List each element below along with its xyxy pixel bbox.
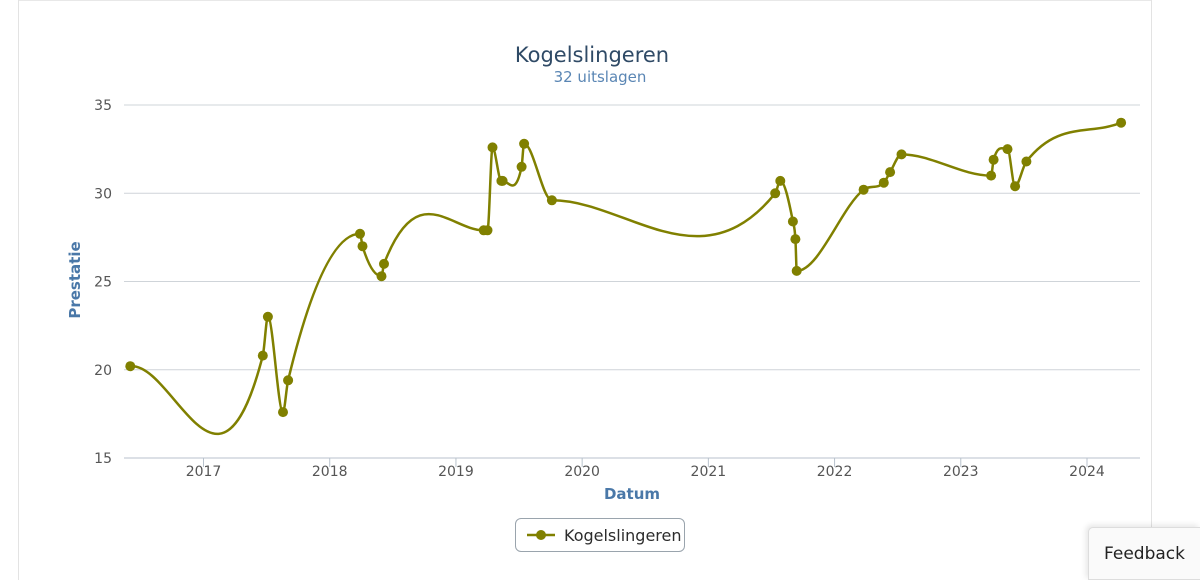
x-tick-label: 2022 [817,464,853,480]
chart-panel [18,0,1152,580]
data-point[interactable] [278,407,288,418]
y-tick-label: 30 [94,186,112,202]
grid-lines [124,104,1140,459]
y-tick-label: 20 [94,363,112,379]
data-point[interactable] [885,167,896,178]
x-tick-label: 2023 [943,464,979,480]
data-point[interactable] [497,175,508,186]
data-point[interactable] [482,225,493,236]
chart-title: Kogelslingeren [515,43,669,67]
series-line [130,121,1122,436]
data-point[interactable] [878,177,889,188]
data-point[interactable] [1116,117,1127,128]
data-point[interactable] [519,138,530,149]
legend-item-kogelslingeren[interactable]: Kogelslingeren [515,518,685,552]
series-kogelslingeren[interactable] [125,117,1127,436]
panel-top-border [18,0,1152,1]
x-axis-title: Datum [604,485,660,503]
x-tick-label: 2020 [564,464,600,480]
y-tick-label: 15 [94,451,112,467]
x-axis-ticks: 2017 2018 2019 2020 2021 2022 2023 2024 [186,458,1105,480]
data-point[interactable] [487,142,498,153]
feedback-button[interactable]: Feedback [1088,527,1200,580]
x-tick-label: 2018 [312,464,348,480]
data-point[interactable] [1002,144,1013,155]
x-tick-label: 2017 [186,464,222,480]
data-point[interactable] [283,375,294,386]
data-point[interactable] [896,149,907,160]
data-point[interactable] [1021,156,1032,167]
legend-label: Kogelslingeren [564,525,682,545]
legend-series-marker-icon [527,530,555,540]
data-point[interactable] [516,161,527,172]
chart-subtitle: 32 uitslagen [554,68,647,86]
data-point[interactable] [988,154,999,165]
y-axis-ticks: 15 20 25 30 35 [94,98,112,467]
data-point[interactable] [355,228,365,239]
data-point[interactable] [257,350,268,361]
x-tick-label: 2019 [438,464,474,480]
data-point[interactable] [125,361,136,372]
data-point[interactable] [1010,181,1021,192]
data-point[interactable] [790,234,801,245]
data-point[interactable] [858,184,869,195]
y-tick-label: 35 [94,98,112,114]
data-point[interactable] [770,188,781,199]
data-point[interactable] [262,311,273,322]
data-point[interactable] [376,271,387,282]
y-axis-title: Prestatie [66,241,84,318]
data-point[interactable] [775,175,786,186]
data-point[interactable] [787,216,798,227]
data-point[interactable] [986,170,997,181]
data-point[interactable] [791,265,802,276]
y-tick-label: 25 [94,275,112,291]
data-point[interactable] [357,241,368,252]
x-tick-label: 2024 [1069,464,1105,480]
data-point[interactable] [546,195,557,206]
x-tick-label: 2021 [691,464,727,480]
data-point[interactable] [379,258,389,269]
